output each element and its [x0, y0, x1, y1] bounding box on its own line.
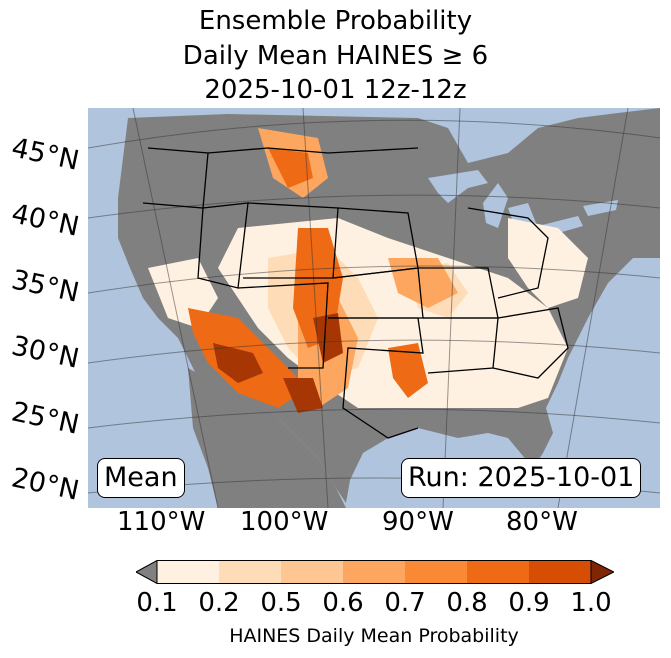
colorbar-under-arrow — [136, 560, 158, 584]
colorbar-tick-label: 0.5 — [260, 588, 302, 618]
colorbar-tick-label: 0.8 — [446, 588, 488, 618]
colorbar-label: HAINES Daily Mean Probability — [229, 625, 519, 647]
colorbar-tick-label: 0.2 — [198, 588, 240, 618]
colorbar — [136, 560, 614, 584]
colorbar-tick-label: 0.9 — [508, 588, 550, 618]
colorbar-tick-label: 1.0 — [570, 588, 612, 618]
lat-label-40: 40°N — [8, 198, 82, 243]
title-line-2: Daily Mean HAINES ≥ 6 — [182, 41, 489, 71]
state-borders — [142, 147, 569, 439]
run-date-box: Run: 2025-10-01 — [401, 458, 642, 498]
title-line-3: 2025-10-01 12z-12z — [204, 75, 467, 105]
graticule — [88, 108, 660, 508]
lat-label-45: 45°N — [8, 132, 82, 177]
mexico-land — [188, 368, 346, 508]
mean-label-box: Mean — [97, 458, 185, 498]
colorbar-cell — [219, 560, 281, 584]
lon-label-80w: 80°W — [506, 507, 578, 537]
colorbar-cell — [157, 560, 219, 584]
colorbar-tick-label: 0.7 — [384, 588, 426, 618]
lat-label-35: 35°N — [8, 264, 82, 309]
lon-label-100w: 100°W — [240, 507, 329, 537]
lat-label-30: 30°N — [8, 330, 82, 375]
lon-label-110w: 110°W — [117, 507, 206, 537]
colorbar-cell — [405, 560, 467, 584]
great-lakes — [428, 170, 618, 236]
lat-label-25: 25°N — [8, 396, 82, 441]
lat-label-20: 20°N — [8, 462, 82, 507]
colorbar-cell — [281, 560, 343, 584]
colorbar-tick-label: 0.1 — [136, 588, 178, 618]
colorbar-cell — [467, 560, 529, 584]
colorbar-over-arrow — [590, 560, 614, 584]
colorbar-tick-label: 0.6 — [322, 588, 364, 618]
lon-label-90w: 90°W — [382, 507, 454, 537]
title-line-1: Ensemble Probability — [198, 6, 473, 36]
colorbar-cell — [529, 560, 591, 584]
probability-map — [88, 108, 660, 508]
colorbar-cell — [343, 560, 405, 584]
